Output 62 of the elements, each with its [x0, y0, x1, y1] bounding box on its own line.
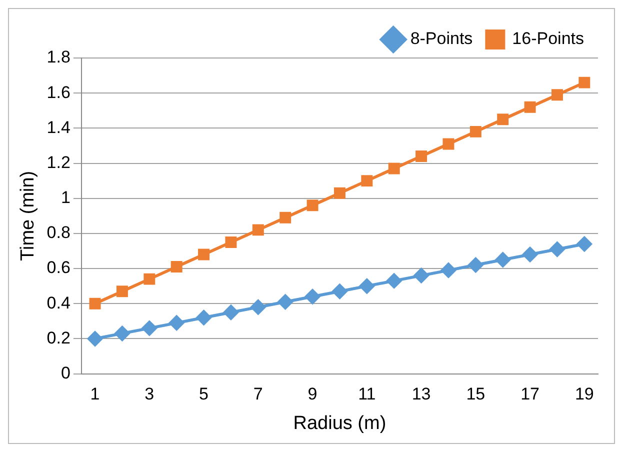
y-tick-label: 0	[60, 363, 70, 382]
point	[442, 138, 454, 150]
legend-label: 8-Points	[410, 29, 473, 48]
y-tick-label: 0.4	[46, 293, 70, 312]
x-tick-label: 15	[466, 384, 486, 404]
point	[416, 150, 428, 162]
x-tick-label: 5	[199, 384, 209, 404]
point	[334, 187, 346, 199]
point	[305, 289, 320, 304]
x-tick-label: 3	[144, 384, 154, 404]
point	[250, 300, 266, 315]
point	[198, 248, 210, 260]
point	[524, 101, 536, 113]
point	[142, 320, 157, 336]
point	[196, 310, 212, 326]
point	[578, 76, 590, 88]
x-tick-label: 13	[412, 384, 431, 404]
point	[386, 273, 402, 288]
point	[551, 89, 563, 101]
point	[306, 200, 318, 212]
point	[550, 242, 565, 257]
point	[470, 126, 482, 138]
y-tick-label: 1.4	[46, 118, 70, 137]
x-tick-label: 9	[308, 384, 318, 404]
y-tick-label: 1.8	[46, 48, 70, 67]
y-tick-label: 0.6	[46, 258, 70, 278]
point	[468, 258, 484, 273]
x-tick-label: 7	[253, 384, 263, 404]
point	[497, 114, 509, 126]
point	[170, 261, 182, 273]
y-tick-label: 1.6	[46, 82, 70, 102]
x-tick-label: 1	[90, 384, 100, 404]
point	[225, 236, 237, 248]
point	[88, 331, 103, 346]
point	[522, 247, 538, 262]
point	[388, 162, 400, 174]
point	[89, 298, 101, 310]
point	[359, 278, 374, 294]
point	[223, 304, 238, 320]
point	[440, 262, 456, 278]
point	[361, 175, 373, 187]
point	[414, 268, 429, 284]
point	[116, 286, 128, 298]
point	[576, 236, 592, 252]
y-tick-label: 1.2	[46, 152, 70, 172]
point	[252, 224, 264, 236]
x-tick-label: 17	[520, 384, 540, 404]
x-tick-label: 11	[358, 384, 376, 404]
y-tick-label: 0.2	[46, 328, 70, 348]
legend-label: 16-Points	[512, 29, 584, 48]
point	[114, 326, 130, 341]
point	[144, 273, 156, 285]
point	[495, 252, 510, 268]
x-tick-label: 19	[574, 384, 594, 404]
point	[332, 284, 348, 299]
point	[278, 294, 293, 310]
x-axis-title: Radius (m)	[293, 412, 386, 434]
point	[169, 315, 184, 330]
y-tick-label: 0.8	[46, 223, 70, 242]
y-axis-title: Time (min)	[18, 170, 39, 261]
point	[280, 212, 292, 224]
y-tick-label: 1	[60, 188, 70, 208]
